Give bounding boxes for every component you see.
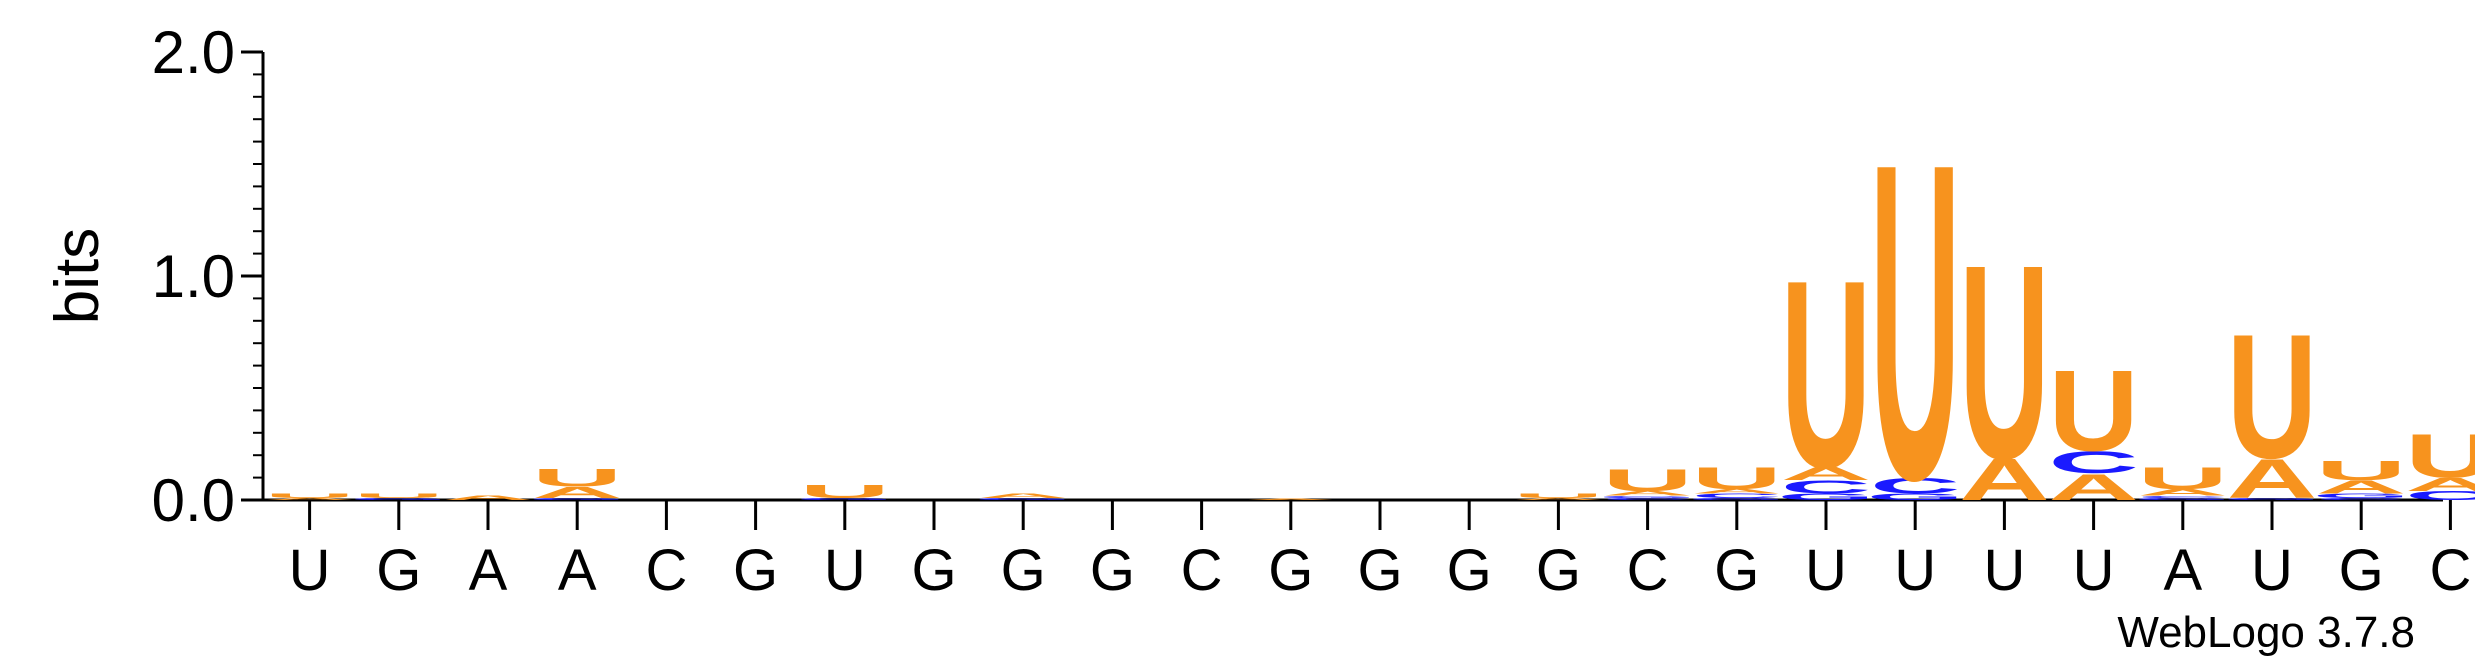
logo-letter-u: U xyxy=(2316,455,2407,486)
x-tick-label: C xyxy=(1181,538,1223,603)
x-tick-label: G xyxy=(1447,538,1492,603)
y-axis-label: bits xyxy=(43,228,112,324)
logo-letter-g: G xyxy=(974,497,1072,500)
x-tick-label: U xyxy=(1894,538,1936,603)
logo-letter-g: G xyxy=(528,497,626,500)
logo-letter-u: U xyxy=(800,481,891,502)
logo-letter-a: A xyxy=(1246,499,1337,501)
x-tick-label: U xyxy=(2073,538,2115,603)
y-tick-label: 1.0 xyxy=(152,243,235,310)
logo-letter-g: G xyxy=(1599,495,1697,498)
logo-letter-g: G xyxy=(350,497,448,500)
logo-letter-c: C xyxy=(2316,497,2407,500)
x-tick-label: U xyxy=(2251,538,2293,603)
logo-letter-u: U xyxy=(1692,461,1783,496)
logo-letter-a: A xyxy=(2227,447,2318,510)
logo-letter-u: U xyxy=(2405,421,2475,491)
logo-letter-a: A xyxy=(1513,497,1604,500)
logo-letter-u: U xyxy=(2138,461,2229,496)
x-tick-label: C xyxy=(645,538,687,603)
x-tick-label: G xyxy=(911,538,956,603)
x-tick-label: G xyxy=(1536,538,1581,603)
x-tick-label: C xyxy=(1627,538,1669,603)
logo-letter-a: A xyxy=(532,484,623,501)
logo-letter-u: U xyxy=(1781,226,1872,524)
logo-letter-u: U xyxy=(532,464,623,492)
logo-letter-u: U xyxy=(1870,70,1961,574)
x-tick-label: A xyxy=(469,538,508,603)
logo-letter-a: A xyxy=(2138,487,2229,497)
y-tick-label: 2.0 xyxy=(152,19,235,86)
logo-letter-c: C xyxy=(1692,492,1783,499)
logo-letter-a: A xyxy=(1602,490,1693,497)
x-tick-label: G xyxy=(376,538,421,603)
logo-letter-a: A xyxy=(2405,474,2475,495)
x-tick-label: G xyxy=(1357,538,1402,603)
logo-letter-a: A xyxy=(2316,476,2407,497)
x-tick-label: U xyxy=(289,538,331,603)
logo-letter-u: U xyxy=(1959,206,2050,516)
logo-letter-c: C xyxy=(2048,445,2139,480)
logo-letter-g: G xyxy=(1777,492,1875,502)
logo-letter-u: U xyxy=(1602,463,1693,498)
logo-letter-u: U xyxy=(354,492,445,499)
x-tick-label: G xyxy=(1714,538,1759,603)
axis-layer: bits WebLogo 3.7.8 xyxy=(43,52,2443,657)
x-tick-label: U xyxy=(824,538,866,603)
logo-letter-a: A xyxy=(1692,488,1783,495)
logo-letter-g: G xyxy=(1866,492,1964,502)
logo-letter-g: G xyxy=(2134,497,2232,500)
x-tick-label: G xyxy=(733,538,778,603)
logo-letter-u: U xyxy=(2048,346,2139,475)
logo-letter-a: A xyxy=(1781,463,1872,484)
x-tick-label: U xyxy=(1983,538,2025,603)
x-tick-label: G xyxy=(1090,538,1135,603)
logo-letter-u: U xyxy=(264,492,355,499)
x-tick-label: A xyxy=(558,538,597,603)
logo-letter-c: C xyxy=(2138,495,2229,498)
x-tick-label: G xyxy=(1268,538,1313,603)
logo-letter-a: A xyxy=(264,497,355,500)
logo-letter-g: G xyxy=(2312,492,2410,499)
logo-letter-a: A xyxy=(978,492,1069,499)
x-tick-label: A xyxy=(2163,538,2202,603)
logo-letter-g: G xyxy=(796,497,894,500)
logo-letter-u: U xyxy=(1513,492,1604,499)
x-tick-label: G xyxy=(2339,538,2384,603)
y-tick-label: 0.0 xyxy=(152,467,235,534)
x-tick-label: U xyxy=(1805,538,1847,603)
y-tick-layer: 0.0 1.0 2.0 xyxy=(152,19,263,534)
logo-letter-u: U xyxy=(2227,297,2318,496)
logo-letter-g: G xyxy=(1688,497,1786,500)
logo-letter-c: C xyxy=(1602,497,1693,500)
x-tick-label: C xyxy=(2429,538,2471,603)
logo-letter-c: C xyxy=(1870,474,1961,498)
logo-letter-g: G xyxy=(2223,497,2321,500)
logo-footer: WebLogo 3.7.8 xyxy=(2117,608,2415,657)
x-tick-label: G xyxy=(1001,538,1046,603)
logo-letter-c: C xyxy=(1781,476,1872,497)
logo-letter-c: C xyxy=(2405,489,2475,503)
logo-letter-a: A xyxy=(443,494,534,501)
